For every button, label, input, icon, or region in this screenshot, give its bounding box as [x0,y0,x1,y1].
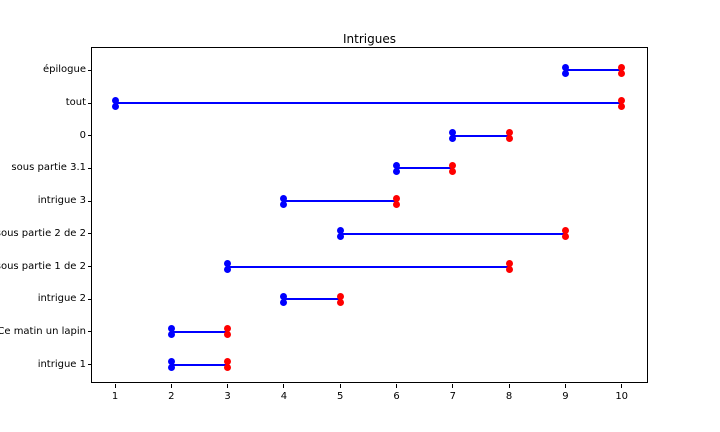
x-axis-tick [621,384,623,388]
y-axis-tick [88,135,92,137]
x-axis-tick [564,384,566,388]
y-axis-tick [88,102,92,104]
y-tick-label: sous partie 3.1 [11,162,86,174]
x-axis-tick [114,384,116,388]
y-axis-tick [88,331,92,333]
end-marker [224,331,232,339]
x-tick-label: 7 [449,391,456,402]
x-tick-label: 10 [615,391,629,402]
start-marker [167,325,175,333]
x-tick-label: 9 [562,391,569,402]
x-axis-tick [170,384,172,388]
end-marker [224,325,232,333]
plot-area: épilogue tout 0 sous partie 3.1 intrigue 3 so… [0,47,648,402]
x-axis-tick [396,384,397,388]
end-marker [505,266,513,273]
x-tick-label: 8 [505,391,513,402]
y-tick-label: intrigue 2 [37,293,86,305]
start-marker [280,194,288,202]
end-marker [224,364,232,372]
end-marker [449,161,457,169]
interval-line [283,298,341,301]
start-marker [449,129,457,137]
end-marker [505,260,513,267]
start-marker [280,200,288,208]
y-axis-tick [88,200,92,202]
y-tick-label: tout [65,97,86,108]
interval-line [565,69,622,72]
end-marker [618,96,626,104]
x-tick-label: 5 [337,391,344,402]
start-marker [280,298,288,306]
end-marker [618,69,626,77]
y-axis-tick [88,167,92,169]
start-marker [167,358,175,366]
x-axis-tick [283,384,285,388]
end-marker [618,63,626,71]
end-marker [224,358,232,366]
interval-line [227,265,510,268]
end-marker [618,102,626,110]
start-marker [336,233,344,241]
start-marker [111,96,119,104]
y-tick-label: Ce matin un lapin [0,325,86,337]
x-axis-tick [508,384,510,388]
start-marker [224,266,232,273]
y-axis-tick [88,364,92,366]
x-tick-label: 3 [224,391,231,402]
y-tick-label: 0 [79,129,86,141]
x-tick-label: 6 [393,391,400,402]
interval-line [171,363,228,366]
interval-line [115,102,622,104]
x-axis-tick [452,384,454,388]
y-tick-label: épilogue [42,64,86,76]
start-marker [393,161,400,169]
start-marker [336,227,344,235]
interval-line [171,330,228,333]
interval-line [283,200,397,203]
start-marker [280,292,288,300]
start-marker [111,102,119,110]
x-tick-label: 2 [168,391,175,402]
start-marker [167,331,175,339]
start-marker [449,135,457,143]
end-marker [561,233,569,241]
end-marker [336,292,344,300]
y-axis-tick [88,69,92,71]
y-axis-tick [88,266,92,267]
y-tick-label: sous partie 1 de 2 [0,260,86,272]
x-axis-tick [227,384,229,388]
x-tick-label: 4 [280,391,288,402]
x-axis-tick [339,384,341,388]
start-marker [393,167,400,175]
x-tick-label: 1 [111,391,119,402]
end-marker [561,227,569,235]
end-marker [393,200,400,208]
y-axis-tick [88,298,92,300]
y-tick-label: intrigue 3 [37,195,86,207]
end-marker [449,167,457,175]
end-marker [505,129,513,137]
end-marker [505,135,513,143]
interval-line [396,167,453,170]
y-tick-label: intrigue 1 [37,358,86,370]
start-marker [224,260,232,267]
end-marker [393,194,400,202]
interval-line [340,232,566,235]
start-marker [561,63,569,71]
y-tick-label: sous partie 2 de 2 [0,227,86,239]
start-marker [167,364,175,372]
y-axis-tick [88,233,92,235]
interval-line [452,134,510,137]
start-marker [561,69,569,77]
end-marker [336,298,344,306]
chart-title: Intrigues [343,32,396,46]
